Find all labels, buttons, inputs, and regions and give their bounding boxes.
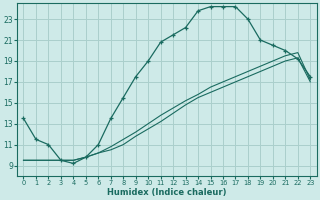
X-axis label: Humidex (Indice chaleur): Humidex (Indice chaleur)	[107, 188, 227, 197]
